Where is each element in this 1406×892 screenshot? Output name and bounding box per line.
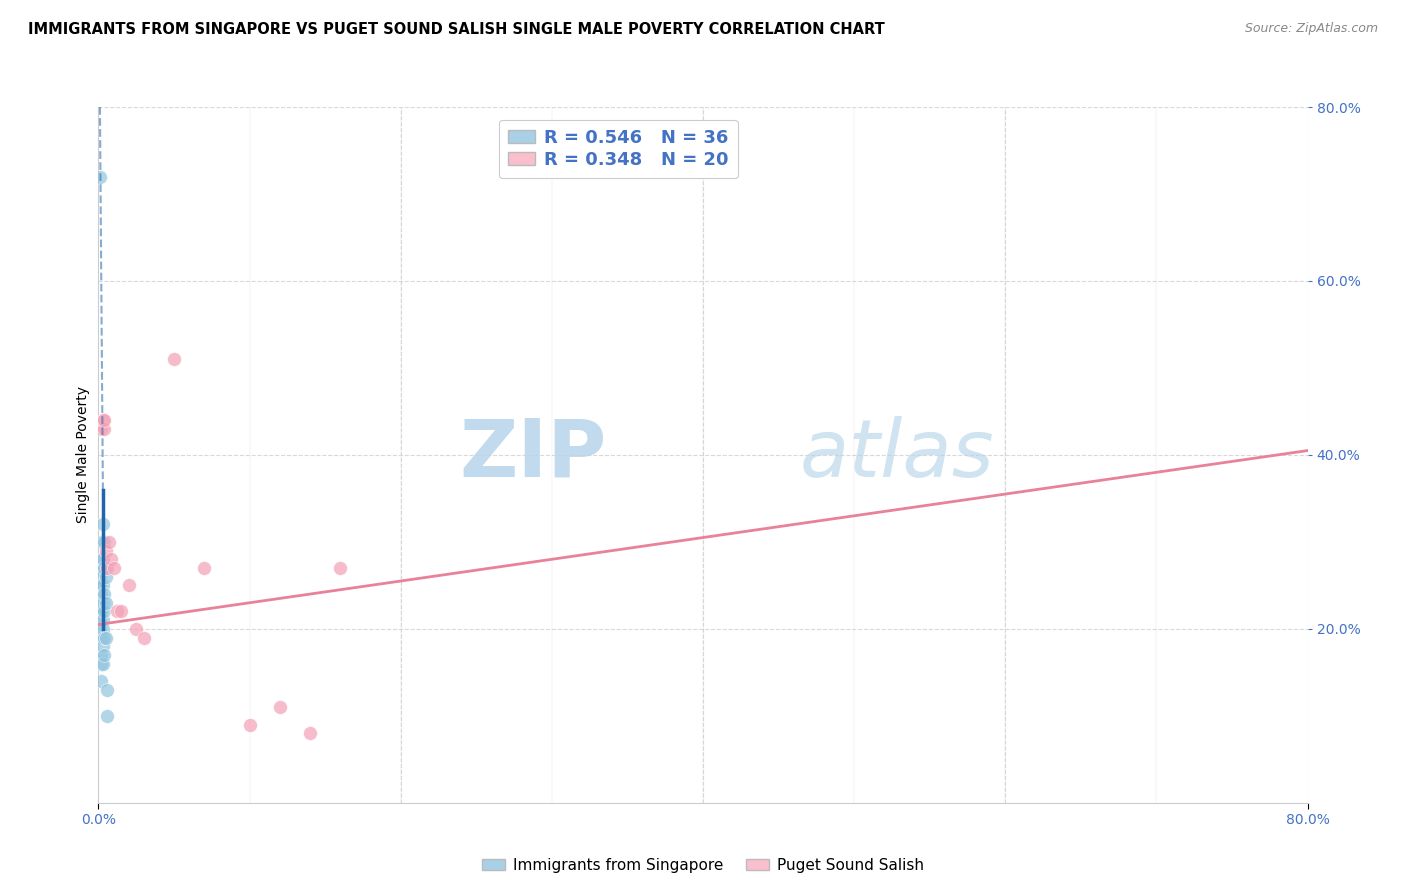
Point [89, 596, 111, 610]
Point [90, 552, 112, 566]
Point [89, 570, 111, 584]
Point [91, 622, 114, 636]
Point [103, 561, 125, 575]
Point [94, 543, 117, 558]
Point [90, 587, 112, 601]
Point [90, 422, 112, 436]
Point [89, 578, 111, 592]
Text: Source: ZipAtlas.com: Source: ZipAtlas.com [1244, 22, 1378, 36]
Point [91, 517, 114, 532]
Point [91, 578, 114, 592]
Point [239, 717, 262, 731]
Point [90, 657, 112, 671]
Point [90, 631, 112, 645]
Point [93, 605, 115, 619]
Point [93, 587, 115, 601]
Point [91, 639, 114, 653]
Point [100, 552, 122, 566]
Point [91, 552, 114, 566]
Text: atlas: atlas [800, 416, 994, 494]
Point [91, 613, 114, 627]
Point [89, 631, 111, 645]
Point [93, 561, 115, 575]
Point [89, 613, 111, 627]
Text: ZIP: ZIP [458, 416, 606, 494]
Point [94, 596, 117, 610]
Y-axis label: Single Male Poverty: Single Male Poverty [76, 386, 90, 524]
Point [110, 605, 132, 619]
Point [89, 622, 111, 636]
Point [193, 561, 215, 575]
Point [90, 605, 112, 619]
Point [93, 631, 115, 645]
Point [93, 422, 115, 436]
Point [91, 596, 114, 610]
Point [132, 631, 155, 645]
Point [94, 631, 117, 645]
Point [93, 648, 115, 662]
Point [125, 622, 148, 636]
Point [269, 700, 291, 714]
Point [91, 657, 114, 671]
Point [163, 352, 186, 367]
Point [105, 605, 128, 619]
Point [96, 682, 118, 697]
Point [299, 726, 322, 740]
Text: IMMIGRANTS FROM SINGAPORE VS PUGET SOUND SALISH SINGLE MALE POVERTY CORRELATION : IMMIGRANTS FROM SINGAPORE VS PUGET SOUND… [28, 22, 884, 37]
Point [94, 570, 117, 584]
Point [98, 534, 121, 549]
Point [93, 413, 115, 427]
Point [91, 413, 114, 427]
Point [90, 648, 112, 662]
Point [96, 708, 118, 723]
Legend: Immigrants from Singapore, Puget Sound Salish: Immigrants from Singapore, Puget Sound S… [477, 852, 929, 879]
Point [89, 605, 111, 619]
Point [118, 578, 141, 592]
Point [93, 534, 115, 549]
Point [96, 561, 118, 575]
Point [89, 561, 111, 575]
Point [329, 561, 352, 575]
Point [90, 534, 112, 549]
Point [89, 169, 111, 184]
Point [90, 674, 112, 689]
